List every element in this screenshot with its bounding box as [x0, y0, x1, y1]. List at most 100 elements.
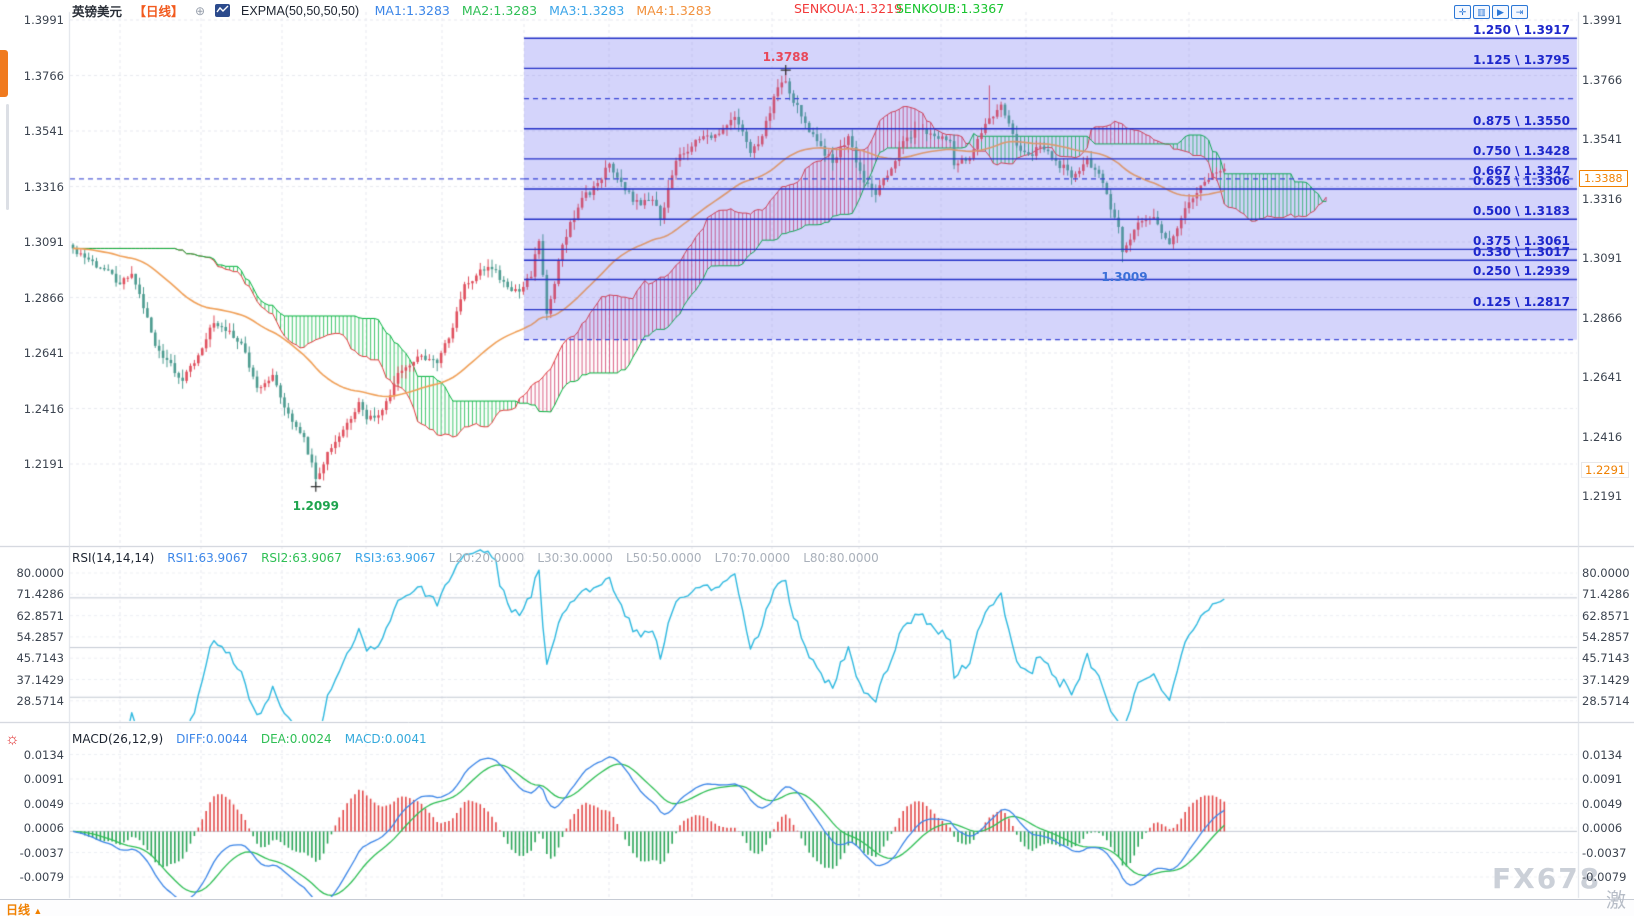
rsi-axis-tick: 45.7143	[1582, 651, 1630, 666]
period-up-triangle-icon: ▲	[33, 906, 43, 916]
price-axis-tick: 1.3766	[1582, 72, 1623, 87]
fib-level-label: 0.667 \ 1.3347	[1472, 163, 1570, 178]
price-axis-tick: 1.3316	[1582, 191, 1623, 206]
watermark: FX678	[1492, 862, 1602, 895]
macd-value: MACD:0.0041	[344, 732, 427, 746]
macd-axis-tick: 0.0091	[23, 772, 64, 786]
rsi-axis-tick: 62.8571	[1582, 608, 1630, 623]
period-selector-label[interactable]: 日线	[6, 903, 31, 916]
fib-level-label: 1.250 \ 1.3917	[1472, 23, 1570, 38]
rsi-axis-tick: 37.1429	[16, 672, 64, 687]
ma-value: MA4:1.3283	[636, 3, 712, 18]
plus-circle-icon[interactable]: ⊕	[195, 3, 206, 18]
macd-axis-tick: 0.0049	[1582, 796, 1623, 811]
rsi-title: RSI(14,14,14)	[72, 551, 155, 565]
price-axis-tick: 1.2866	[1582, 310, 1623, 325]
ma-value: MA2:1.3283	[461, 3, 538, 18]
price-axis-tick: 1.3541	[23, 124, 64, 138]
ma-values: MA1:1.3283 MA2:1.3283 MA3:1.3283 MA4:1.3283	[363, 3, 712, 18]
period-high-label: 1.3788	[762, 50, 809, 65]
macd-axis-tick: -0.0037	[19, 845, 64, 860]
macd-axis-tick: -0.0079	[1582, 870, 1627, 884]
indicator-pane-icon[interactable]: ▶	[1492, 5, 1509, 19]
ma-value: MA3:1.3283	[549, 3, 625, 18]
corner-watermark: 激	[1606, 890, 1626, 912]
price-axis-tick: 1.3541	[1582, 132, 1623, 146]
price-axis-tick: 1.3316	[23, 179, 64, 194]
price-axis-tick: 1.3991	[23, 13, 64, 27]
rsi-value: RSI3:63.9067	[354, 551, 436, 565]
rsi-value: RSI1:63.9067	[167, 551, 249, 565]
rsi-axis-tick: 28.5714	[16, 693, 64, 708]
macd-value: DEA:0.0024	[260, 732, 332, 746]
fib-level-label: 0.125 \ 1.2817	[1472, 294, 1570, 309]
price-axis-tick: 1.3091	[23, 235, 64, 249]
rsi-axis-tick: 54.2857	[1582, 629, 1630, 644]
side-scrollbar[interactable]	[6, 104, 9, 210]
price-axis-tick: 1.3991	[1582, 13, 1623, 27]
macd-axis-tick: 0.0049	[23, 796, 64, 811]
macd-axis-tick: -0.0037	[1582, 845, 1627, 860]
period-selector[interactable]: 日线 ▲	[6, 901, 42, 916]
price-axis-tick: 1.3766	[23, 68, 64, 83]
macd-axis-tick: 0.0091	[1582, 772, 1623, 786]
price-axis-tick: 1.2191	[1582, 489, 1623, 503]
macd-axis-tick: 0.0134	[23, 747, 64, 762]
price-axis-tick: 1.3091	[1582, 251, 1623, 265]
fib-level-label: 0.875 \ 1.3550	[1472, 113, 1570, 128]
expma-label: EXPMA(50,50,50,50)	[241, 3, 360, 18]
senkoub-value: SENKOUB:1.3367	[896, 1, 1005, 16]
rsi-axis-tick: 71.4286	[16, 587, 64, 602]
price-pane-header: 英镑美元 【日线】 ⊕ EXPMA(50,50,50,50) MA1:1.328…	[0, 1, 1634, 19]
rsi-axis-tick: 71.4286	[1582, 587, 1630, 602]
price-axis-tick: 1.2641	[23, 346, 64, 360]
macd-axis-tick: 0.0006	[1582, 821, 1623, 835]
rsi-level-label: L50:50.0000	[625, 551, 702, 565]
fib-level-label: 0.330 \ 1.3017	[1472, 245, 1570, 260]
rsi-axis-tick: 80.0000	[1582, 566, 1630, 580]
period-low-label: 1.2099	[292, 498, 339, 513]
macd-axis-tick: 0.0134	[1582, 747, 1623, 762]
macd-title: MACD(26,12,9)	[72, 732, 164, 746]
price-axis-tick: 1.2641	[1582, 370, 1623, 384]
rsi-level-label: L30:30.0000	[537, 551, 613, 565]
rsi-pane-header: RSI(14,14,14) RSI1:63.9067 RSI2:63.9067 RSI…	[72, 551, 892, 565]
side-toolbar-handle[interactable]	[0, 50, 8, 97]
period-tag[interactable]: 【日线】	[133, 5, 184, 19]
indicator-settings-icon[interactable]: ☼	[5, 731, 20, 748]
symbol-title: 英镑美元	[72, 5, 123, 19]
rsi-axis-tick: 62.8571	[16, 608, 64, 623]
price-axis-tick: 1.2866	[23, 290, 64, 305]
ma-value: MA1:1.3283	[374, 3, 450, 18]
rsi-axis-tick: 80.0000	[16, 566, 64, 580]
price-axis-tick: 1.2416	[23, 401, 64, 416]
fib-level-label: 0.250 \ 1.2939	[1472, 264, 1570, 279]
last-price-marker: 1.3388	[1579, 170, 1628, 188]
rsi-level-label: L80:80.0000	[803, 551, 879, 565]
rsi-axis-tick: 54.2857	[16, 629, 64, 644]
exit-chart-icon[interactable]: ⇥	[1511, 5, 1528, 19]
rsi-axis-tick: 45.7143	[16, 651, 64, 666]
chart-toolbar: ✛ ▥ ▶ ⇥	[1452, 2, 1528, 20]
rsi-axis-tick: 28.5714	[1582, 693, 1630, 708]
fib-level-label: 0.750 \ 1.3428	[1472, 143, 1570, 158]
rsi-level-label: L70:70.0000	[714, 551, 791, 565]
pan-icon[interactable]: ✛	[1454, 5, 1471, 19]
new-pane-icon[interactable]: ▥	[1473, 5, 1490, 19]
macd-axis-tick: -0.0079	[19, 870, 64, 884]
fib-level-label: 1.125 \ 1.3795	[1472, 53, 1570, 68]
price-axis-tick: 1.2191	[23, 457, 64, 471]
rsi-axis-tick: 37.1429	[1582, 672, 1630, 687]
macd-value: DIFF:0.0044	[176, 732, 248, 746]
macd-axis-tick: 0.0006	[23, 821, 64, 835]
fib-level-label: 0.625 \ 1.3306	[1472, 173, 1570, 188]
senkoua-value: SENKOUA:1.3219	[794, 1, 902, 16]
price-axis-tick: 1.2416	[1582, 429, 1623, 444]
fib-level-label: 0.500 \ 1.3183	[1472, 204, 1570, 219]
kline-icon[interactable]	[214, 4, 230, 17]
rsi-level-label: L20:20.0000	[448, 551, 525, 565]
swing-low-label: 1.3009	[1101, 270, 1148, 285]
macd-pane-header: MACD(26,12,9) DIFF:0.0044 DEA:0.0024 MACD:0…	[72, 732, 440, 746]
